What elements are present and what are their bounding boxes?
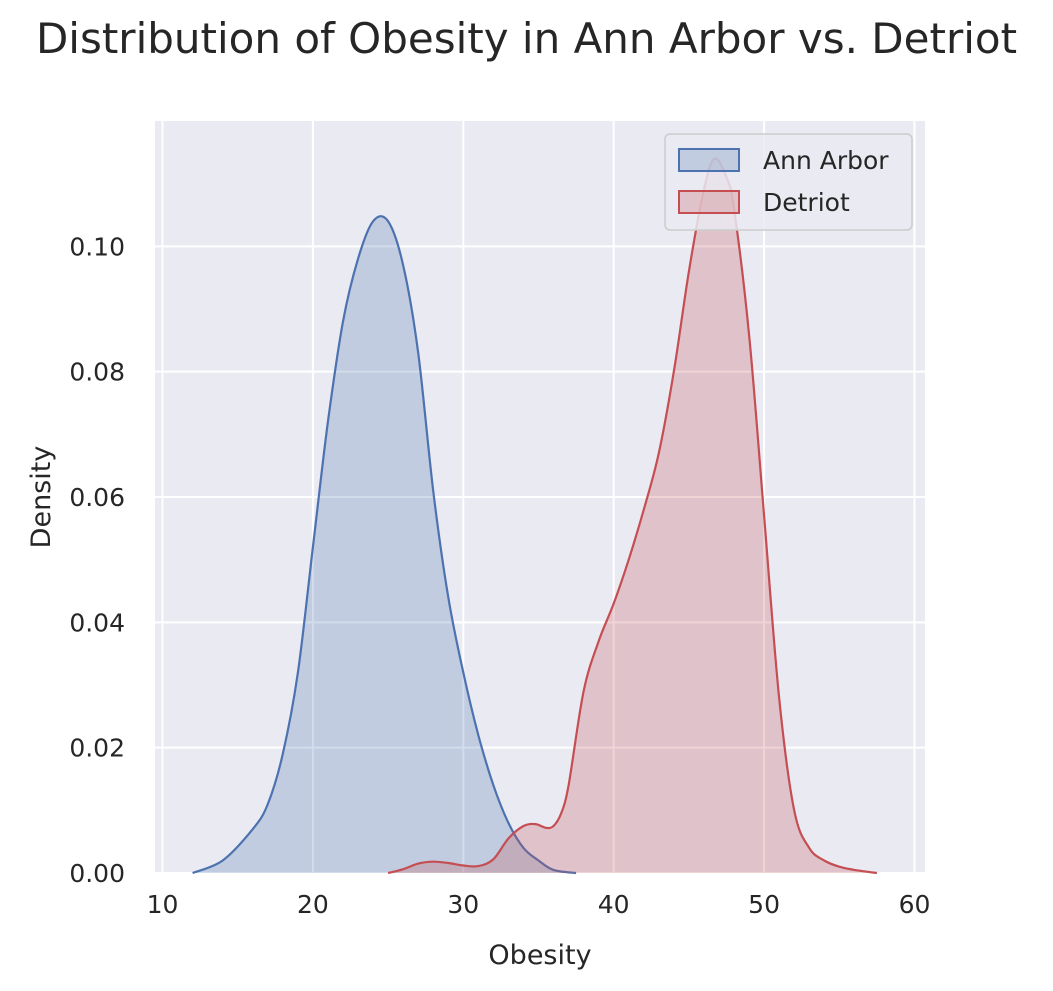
legend-label-detriot: Detriot (763, 188, 850, 217)
y-tick-label-5: 0.10 (69, 232, 125, 261)
tick-labels: 10 20 30 40 50 60 0.00 0.02 0.04 0.06 0.08 0.10 (69, 232, 930, 919)
x-tick-label-40: 40 (598, 890, 630, 919)
x-axis-label: Obesity (488, 940, 591, 971)
x-tick-label-50: 50 (748, 890, 780, 919)
density-areas (192, 157, 878, 875)
grid (155, 121, 925, 874)
ann-arbor-density-fill (192, 216, 577, 874)
legend-swatch-ann-arbor (678, 148, 740, 172)
y-tick-label-1: 0.02 (69, 734, 125, 763)
legend: Ann Arbor Detriot (664, 133, 913, 231)
y-axis-label: Density (26, 446, 57, 549)
legend-swatch-detriot (678, 190, 740, 214)
y-tick-label-0: 0.00 (69, 859, 125, 888)
y-tick-label-2: 0.04 (69, 608, 125, 637)
legend-label-ann-arbor: Ann Arbor (763, 146, 889, 175)
legend-box (664, 133, 913, 231)
detriot-density-line (387, 157, 878, 875)
chart-title: Distribution of Obesity in Ann Arbor vs.… (35, 14, 1018, 63)
y-tick-label-4: 0.08 (69, 358, 125, 387)
y-tick-label-3: 0.06 (69, 483, 125, 512)
x-tick-label-30: 30 (447, 890, 479, 919)
x-tick-label-10: 10 (147, 890, 179, 919)
x-tick-label-20: 20 (297, 890, 329, 919)
x-tick-label-60: 60 (899, 890, 931, 919)
ann-arbor-density-line (192, 215, 577, 875)
detriot-density-fill (388, 158, 877, 874)
